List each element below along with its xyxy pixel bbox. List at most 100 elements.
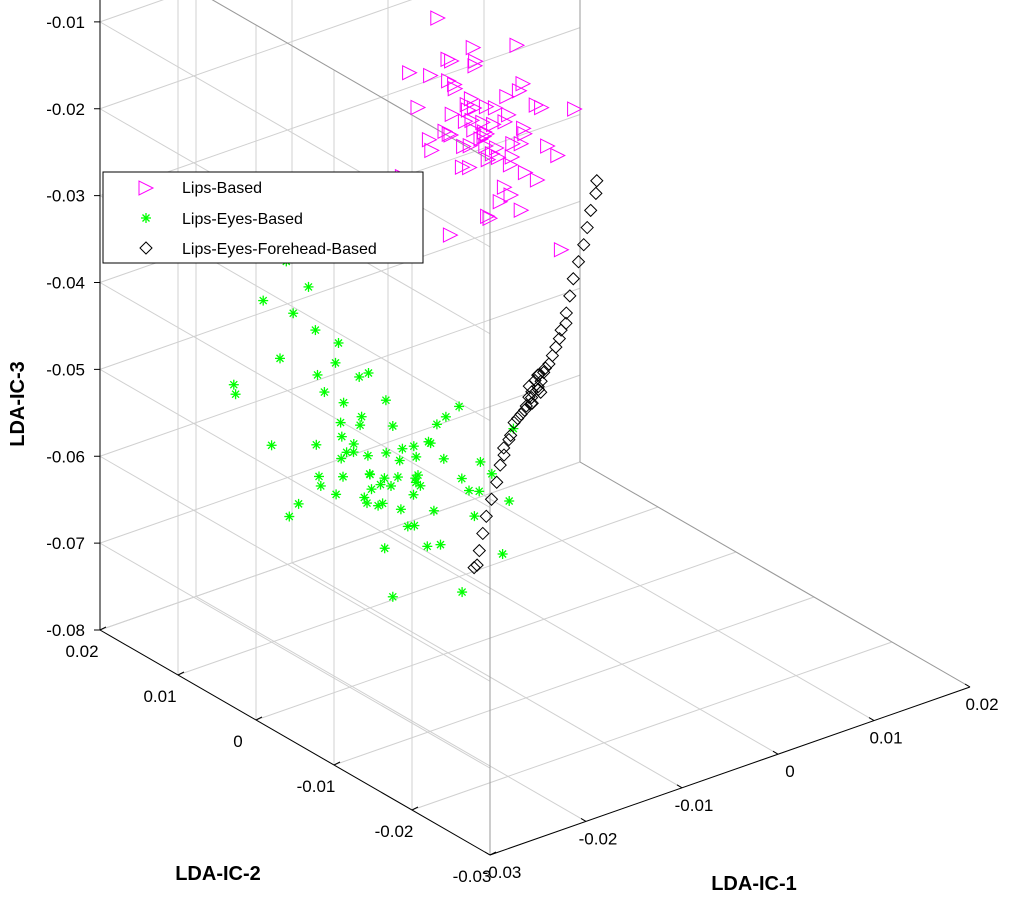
- marker-layer: [228, 10, 604, 602]
- data-point: [230, 389, 241, 400]
- z-tick-label: -0.07: [46, 534, 85, 553]
- data-point: [473, 131, 490, 147]
- data-point: [480, 208, 496, 225]
- x-tick-label: -0.03: [483, 863, 522, 882]
- data-point: [380, 395, 391, 406]
- data-point: [464, 485, 474, 496]
- data-point: [496, 441, 511, 455]
- side-wall-gridline-z: [99, 0, 165, 23]
- x-tick-label: 0: [785, 762, 794, 781]
- data-point: [330, 357, 341, 368]
- data-point: [504, 496, 515, 507]
- data-point: [423, 67, 439, 84]
- data-point: [430, 10, 446, 26]
- data-point: [525, 396, 539, 410]
- x-tick-label: 0.02: [965, 695, 998, 714]
- data-point: [577, 237, 591, 252]
- data-point: [462, 159, 478, 176]
- data-point: [469, 511, 480, 522]
- z-tick-label: -0.01: [46, 13, 85, 32]
- data-point: [513, 135, 530, 152]
- data-point: [517, 164, 534, 181]
- data-point: [515, 75, 532, 92]
- data-point: [411, 451, 422, 462]
- z-tick-label: -0.06: [46, 447, 85, 466]
- data-point: [487, 100, 504, 116]
- tick-layer: -0.03 -0.02 -0.01 0 0.01 0.02 -0.03 -0.02 -0.01 0…: [46, 13, 998, 886]
- data-point: [467, 560, 481, 575]
- y-axis-line: [99, 629, 491, 856]
- data-point: [422, 541, 433, 552]
- y-tick-mark: [333, 761, 341, 766]
- data-point: [505, 135, 521, 152]
- data-point: [440, 51, 457, 68]
- x-axis-title: LDA-IC-1: [711, 873, 797, 895]
- data-point: [475, 114, 491, 131]
- data-point: [331, 489, 342, 500]
- data-point: [319, 387, 330, 398]
- z-tick-label: -0.05: [46, 360, 85, 379]
- z-axis-title: LDA-IC-3: [7, 361, 29, 447]
- data-point: [362, 450, 373, 461]
- data-point: [362, 498, 372, 509]
- data-point: [470, 558, 484, 572]
- y-tick-label: -0.02: [375, 822, 414, 841]
- side-wall-gridline-z: [99, 0, 413, 110]
- legend-box: [102, 171, 424, 264]
- data-point: [522, 379, 537, 393]
- y-tick-mark: [99, 626, 107, 631]
- data-point: [310, 325, 321, 336]
- x-tick-mark: [484, 851, 491, 856]
- data-point: [312, 369, 323, 380]
- side-wall-gridline-z: [99, 200, 581, 370]
- box-layer: [99, 0, 971, 856]
- data-point: [497, 114, 514, 130]
- data-point: [550, 147, 566, 164]
- legend-marker-1: [138, 180, 155, 196]
- data-point: [516, 120, 532, 137]
- data-point: [519, 399, 534, 413]
- data-point: [397, 443, 408, 454]
- data-point: [490, 475, 504, 489]
- series-3-markers: [467, 174, 604, 575]
- data-point: [509, 37, 526, 54]
- y-tick-mark: [489, 851, 497, 856]
- data-point: [424, 142, 440, 159]
- data-point: [475, 456, 486, 467]
- data-point: [314, 471, 324, 482]
- data-point: [381, 447, 392, 458]
- side-wall-gridline-z: [99, 287, 581, 457]
- floor-gridline-y: [333, 596, 815, 766]
- data-point: [538, 361, 553, 375]
- data-point: [364, 468, 375, 479]
- legend-label-lips: Lips-Based: [182, 180, 262, 197]
- data-point: [394, 455, 405, 466]
- data-point: [428, 505, 439, 516]
- data-point: [476, 128, 493, 145]
- data-point: [366, 484, 377, 495]
- data-point: [571, 255, 586, 269]
- data-point: [477, 124, 493, 140]
- data-point: [492, 193, 509, 210]
- data-point: [510, 411, 525, 426]
- data-point: [355, 420, 366, 431]
- y-tick-mark: [255, 716, 263, 721]
- data-point: [545, 348, 560, 363]
- y-tick-mark: [411, 806, 419, 811]
- data-point: [373, 500, 384, 511]
- back-wall-gridline-z: [99, 542, 491, 769]
- data-point: [476, 526, 490, 541]
- data-point: [563, 289, 577, 303]
- data-point: [503, 187, 520, 203]
- floor-gridline-x: [291, 562, 683, 789]
- data-point: [335, 417, 346, 428]
- legend-label-lips-eyes: Lips-Eyes-Based: [182, 211, 303, 228]
- data-point: [468, 53, 484, 70]
- data-point: [348, 438, 359, 449]
- y-tick-label: 0.01: [143, 687, 176, 706]
- data-point: [567, 101, 583, 117]
- grid-layer: [99, 0, 971, 856]
- data-point: [534, 99, 550, 116]
- data-point: [590, 174, 604, 188]
